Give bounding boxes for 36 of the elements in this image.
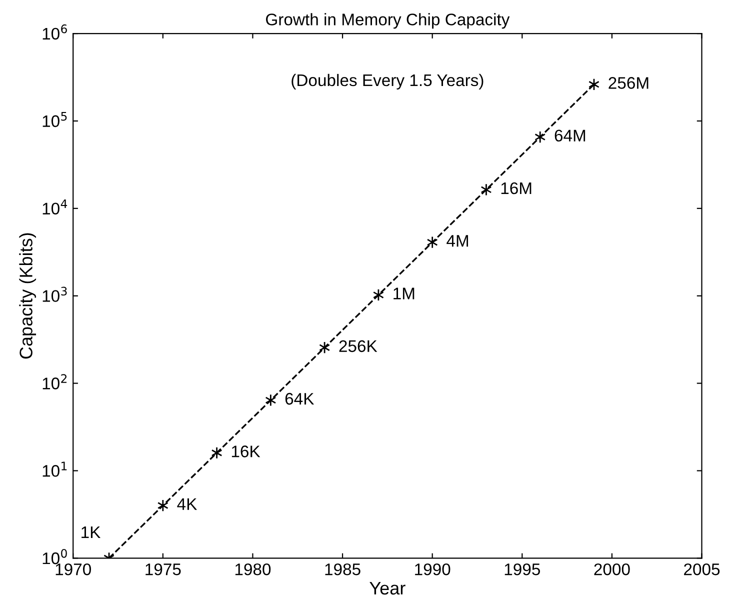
annotation: 16K: [232, 446, 260, 458]
y-tick-label: 10$^{6}$: [42, 24, 67, 40]
x-tick-label: 1975: [146, 563, 181, 576]
annotation: 1K: [82, 526, 101, 538]
point: [426, 236, 438, 249]
point: [157, 499, 168, 512]
y-axis-title: Capacity (Kbits): [19, 233, 36, 359]
y-tick-label: 10$^{2}$: [42, 374, 67, 390]
point: [265, 394, 276, 406]
chart-title: Growth in Memory Chip Capacity: [266, 13, 510, 29]
annotation: 4M: [446, 235, 468, 247]
point: [534, 130, 546, 144]
annotation: 1M: [394, 288, 414, 300]
y-tick-label: 10$^{5}$: [42, 112, 67, 128]
y-tick-label: 10$^{0}$: [42, 549, 67, 564]
y-tick-label: 10$^{3}$: [42, 286, 67, 302]
x-tick-label: 2005: [684, 563, 720, 576]
y-tick-label: 10$^{1}$: [42, 462, 67, 477]
annotation: (Doubles Every 1.5 Years): [292, 74, 484, 90]
annotation: 256K: [339, 340, 378, 352]
x-tick-label: 1995: [504, 563, 540, 576]
x-tick-label: 1990: [415, 563, 450, 576]
point: [211, 446, 222, 460]
annotation: 4K: [177, 498, 197, 510]
annotation: 256M: [608, 77, 648, 89]
x-tick-label: 1970: [56, 563, 91, 576]
point: [480, 183, 492, 196]
x-tick-label: 1985: [325, 563, 360, 576]
point: [319, 341, 330, 354]
annotation: 16M: [501, 182, 532, 194]
x-axis-title: Year: [370, 582, 406, 595]
y-tick-label: 10$^{4}$: [42, 199, 68, 215]
x-tick-label: 1980: [235, 563, 271, 576]
annotation: 64K: [285, 392, 314, 405]
annotation: 64M: [554, 130, 586, 142]
x-tick-label: 2000: [594, 563, 630, 576]
